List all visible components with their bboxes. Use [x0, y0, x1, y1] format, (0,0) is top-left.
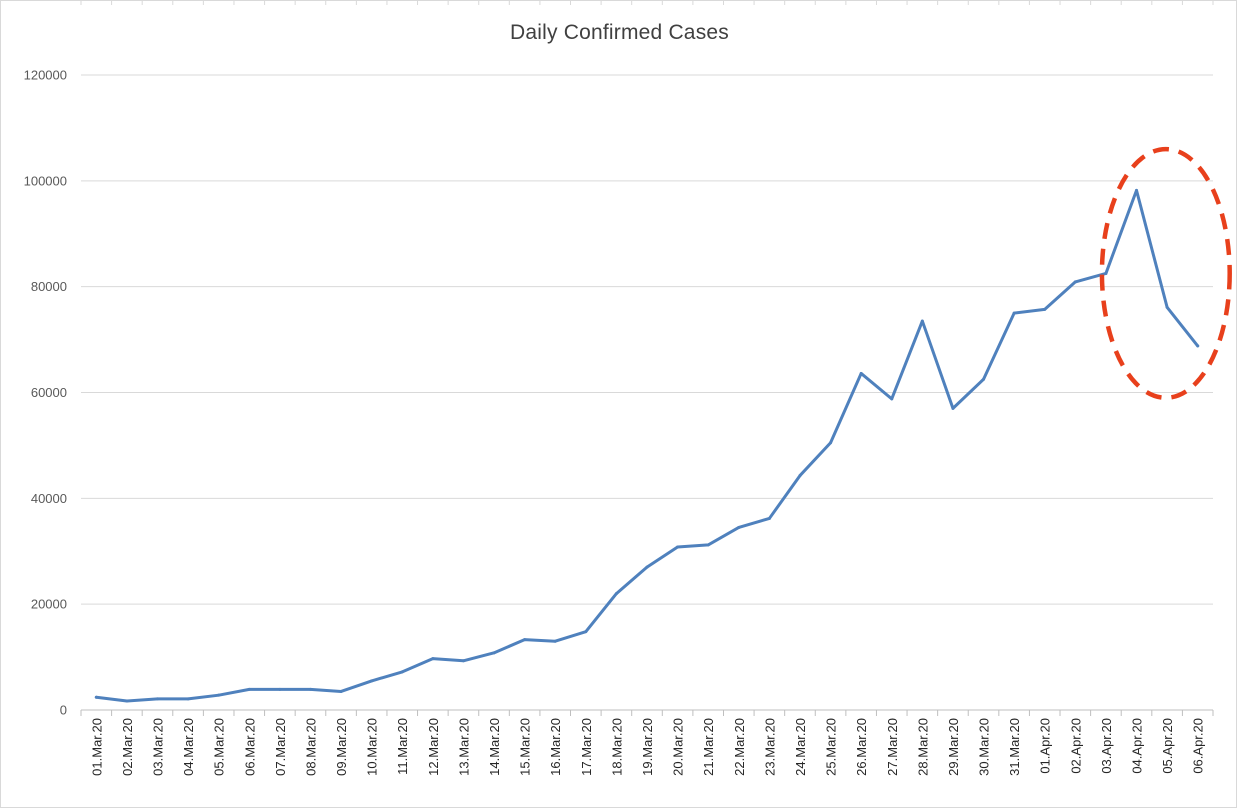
data-point	[1073, 280, 1077, 284]
y-tick-label: 80000	[31, 279, 67, 294]
data-point	[1165, 305, 1169, 309]
data-point	[1135, 188, 1139, 192]
x-tick-label: 11.Mar.20	[395, 718, 410, 775]
x-tick-label: 02.Apr.20	[1068, 718, 1083, 774]
x-tick-label: 01.Mar.20	[89, 718, 104, 776]
x-tick-label: 13.Mar.20	[456, 718, 471, 776]
x-tick-label: 25.Mar.20	[824, 718, 839, 776]
data-point	[1012, 311, 1016, 315]
data-point	[94, 695, 98, 699]
x-tick-label: 15.Mar.20	[518, 718, 533, 776]
data-point	[431, 657, 435, 661]
data-point	[155, 697, 159, 701]
data-point	[798, 474, 802, 478]
x-tick-label: 10.Mar.20	[365, 718, 380, 776]
data-point	[645, 565, 649, 569]
x-tick-label: 05.Apr.20	[1160, 718, 1175, 774]
x-tick-label: 16.Mar.20	[548, 718, 563, 776]
data-point	[737, 525, 741, 529]
x-tick-label: 23.Mar.20	[762, 718, 777, 776]
y-tick-label: 100000	[24, 173, 67, 188]
data-point	[492, 651, 496, 655]
x-tick-label: 19.Mar.20	[640, 718, 655, 776]
series-line	[94, 188, 1200, 703]
x-tick-label: 24.Mar.20	[793, 718, 808, 776]
x-tick-label: 26.Mar.20	[854, 718, 869, 776]
x-tick-label: 02.Mar.20	[120, 718, 135, 776]
x-tick-label: 08.Mar.20	[303, 718, 318, 776]
x-tick-label: 03.Apr.20	[1099, 718, 1114, 774]
data-point	[247, 687, 251, 691]
x-tick-label: 06.Mar.20	[242, 718, 257, 776]
y-tick-label: 20000	[31, 597, 67, 612]
x-tick-label: 07.Mar.20	[273, 718, 288, 776]
data-point	[278, 687, 282, 691]
data-point	[461, 659, 465, 663]
y-axis: 0 20000 40000 60000 80000 100000 120000	[24, 68, 67, 718]
data-point	[614, 592, 618, 596]
x-tick-label: 27.Mar.20	[885, 718, 900, 776]
x-tick-label: 09.Mar.20	[334, 718, 349, 776]
data-point	[676, 545, 680, 549]
x-tick-label: 14.Mar.20	[487, 718, 502, 776]
chart-title: Daily Confirmed Cases	[510, 21, 729, 44]
data-point	[584, 630, 588, 634]
x-axis	[80, 709, 1214, 716]
x-tick-label: 30.Mar.20	[977, 718, 992, 776]
x-tick-label: 22.Mar.20	[732, 718, 747, 776]
y-tick-label: 40000	[31, 491, 67, 506]
data-point	[217, 693, 221, 697]
x-tick-label: 21.Mar.20	[701, 718, 716, 776]
x-tick-label: 03.Mar.20	[150, 718, 165, 776]
y-tick-label: 120000	[24, 68, 67, 83]
x-tick-label: 05.Mar.20	[212, 718, 227, 776]
x-tick-label: 18.Mar.20	[609, 718, 624, 776]
data-point	[370, 679, 374, 683]
data-point	[125, 699, 129, 703]
data-point	[951, 406, 955, 410]
x-tick-label: 29.Mar.20	[946, 718, 961, 776]
y-tick-label: 0	[60, 703, 67, 718]
data-point	[1196, 344, 1200, 348]
y-tick-label: 60000	[31, 385, 67, 400]
data-point	[982, 377, 986, 381]
x-tick-label: 20.Mar.20	[671, 718, 686, 776]
data-point	[308, 687, 312, 691]
data-point	[920, 319, 924, 323]
gridlines	[80, 1, 1214, 605]
data-point	[523, 638, 527, 642]
data-point	[400, 670, 404, 674]
highlight-ellipse	[1099, 146, 1232, 401]
data-point	[767, 516, 771, 520]
data-point	[890, 397, 894, 401]
x-tick-label: 31.Mar.20	[1007, 718, 1022, 776]
x-tick-label: 12.Mar.20	[426, 718, 441, 776]
x-tick-label: 04.Mar.20	[181, 718, 196, 776]
series-layer	[94, 188, 1200, 703]
data-point	[859, 371, 863, 375]
x-tick-label: 06.Apr.20	[1191, 718, 1206, 774]
data-point	[1104, 271, 1108, 275]
annotation-layer	[1099, 146, 1232, 401]
data-point	[829, 441, 833, 445]
data-point	[186, 697, 190, 701]
x-tick-label: 28.Mar.20	[915, 718, 930, 776]
data-point	[706, 543, 710, 547]
data-point	[1043, 307, 1047, 311]
data-point	[553, 639, 557, 643]
data-point	[339, 689, 343, 693]
x-axis-labels: 01.Mar.20 02.Mar.20 03.Mar.20 04.Mar.20 05.M…	[89, 718, 1205, 776]
x-tick-label: 17.Mar.20	[579, 718, 594, 776]
x-tick-label: 01.Apr.20	[1038, 718, 1053, 774]
x-tick-label: 04.Apr.20	[1130, 718, 1145, 774]
